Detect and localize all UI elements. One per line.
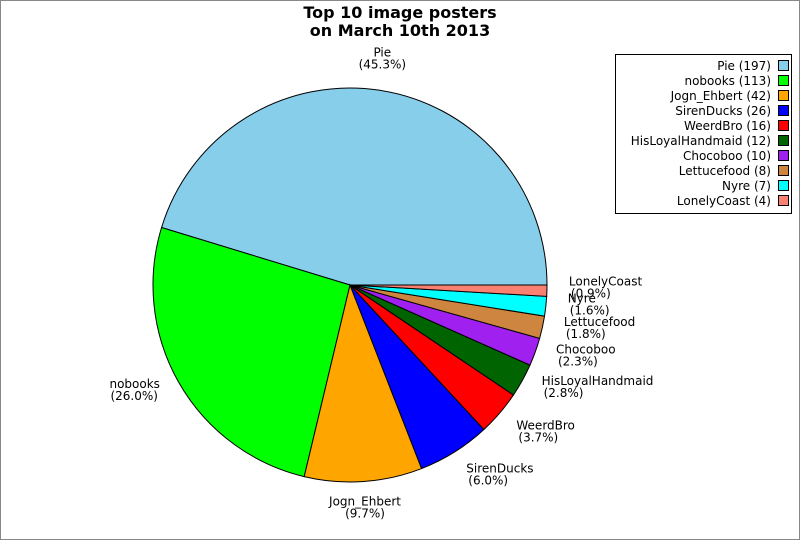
legend-swatch: [778, 120, 789, 131]
slice-label: LonelyCoast: [569, 274, 643, 288]
legend-swatch: [778, 135, 789, 146]
legend-box: [615, 54, 792, 214]
legend-label: LonelyCoast (4): [677, 194, 771, 208]
slice-value-label: (6.0%): [468, 474, 508, 488]
slice-label: SirenDucks: [466, 462, 533, 476]
legend-swatch: [778, 195, 789, 206]
slice-label: Pie: [373, 45, 391, 59]
slice-value-label: (3.7%): [518, 430, 558, 444]
slice-value-label: (9.7%): [345, 506, 385, 520]
legend-swatch: [778, 90, 789, 101]
slice-label: HisLoyalHandmaid: [542, 374, 654, 388]
slice-label: Nyre: [568, 292, 596, 306]
slice-label: Lettucefood: [564, 315, 635, 329]
slice-value-label: (1.6%): [570, 304, 610, 318]
chart-title: on March 10th 2013: [310, 21, 490, 40]
slice-label: nobooks: [109, 377, 159, 391]
slice-value-label: (0.9%): [571, 286, 611, 300]
legend-label: SirenDucks (26): [675, 104, 771, 118]
pie-slice: [160, 87, 548, 286]
slice-label: WeerdBro: [516, 418, 575, 432]
slice-value-label: (45.3%): [359, 57, 406, 71]
legend-label: Nyre (7): [722, 179, 771, 193]
legend-label: WeerdBro (16): [684, 119, 771, 133]
legend-label: Chocoboo (10): [683, 149, 771, 163]
slice-value-label: (2.3%): [558, 354, 598, 368]
legend-swatch: [778, 180, 789, 191]
pie-slice: [303, 283, 423, 483]
slice-value-label: (2.8%): [544, 386, 584, 400]
slice-value-label: (1.8%): [566, 327, 606, 341]
legend-swatch: [778, 105, 789, 116]
legend-label: nobooks (113): [684, 74, 771, 88]
chart-title: Top 10 image posters: [303, 3, 496, 22]
legend-swatch: [778, 75, 789, 86]
slice-label: Chocoboo: [556, 342, 616, 356]
legend-swatch: [778, 150, 789, 161]
legend-label: HisLoyalHandmaid (12): [631, 134, 771, 148]
legend-swatch: [778, 60, 789, 71]
legend-label: Pie (197): [717, 59, 771, 73]
legend-swatch: [778, 165, 789, 176]
pie-slice: [152, 226, 351, 478]
pie-slice: [349, 284, 548, 297]
slice-value-label: (26.0%): [110, 389, 157, 403]
slice-label: Jogn_Ehbert: [328, 494, 401, 508]
legend-label: Lettucefood (8): [679, 164, 771, 178]
legend-label: Jogn_Ehbert (42): [670, 89, 771, 103]
